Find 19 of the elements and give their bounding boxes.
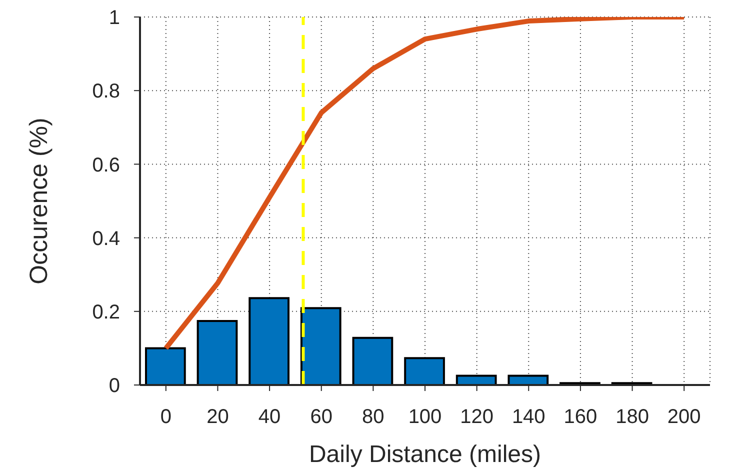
x-tick-label: 180: [616, 406, 649, 428]
x-tick-label: 0: [160, 406, 172, 428]
x-tick-label: 140: [512, 406, 546, 428]
x-axis-title: Daily Distance (miles): [308, 441, 542, 468]
x-tick-label: 40: [258, 406, 281, 428]
x-tick-label: 60: [310, 406, 332, 428]
y-axis-title: Occurence (%): [24, 118, 53, 284]
y-tick-label: 0.2: [92, 302, 120, 324]
y-tick-label: 1: [108, 7, 120, 30]
x-tick-label: 160: [564, 406, 598, 428]
y-tick-label: 0.8: [92, 80, 120, 103]
y-tick-label: 0.6: [92, 154, 120, 176]
x-tick-label: 100: [408, 406, 442, 428]
x-tick-label: 120: [460, 406, 494, 428]
x-tick-label: 80: [362, 406, 384, 428]
y-tick-label: 0: [108, 375, 120, 398]
x-tick-label: 200: [667, 406, 701, 428]
y-tick-label: 0.4: [92, 228, 120, 250]
x-tick-label: 20: [206, 406, 229, 428]
